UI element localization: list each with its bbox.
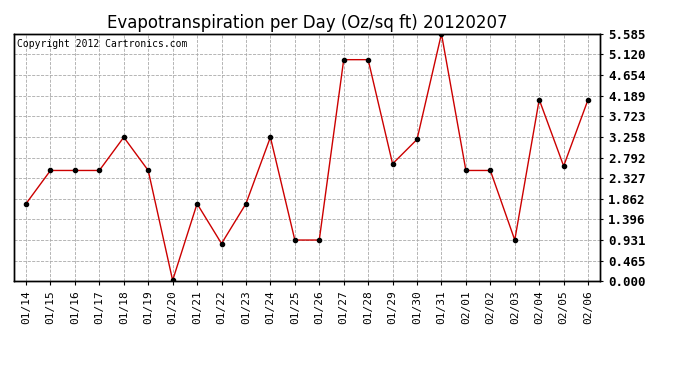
Title: Evapotranspiration per Day (Oz/sq ft) 20120207: Evapotranspiration per Day (Oz/sq ft) 20… [107, 14, 507, 32]
Text: Copyright 2012 Cartronics.com: Copyright 2012 Cartronics.com [17, 39, 187, 49]
